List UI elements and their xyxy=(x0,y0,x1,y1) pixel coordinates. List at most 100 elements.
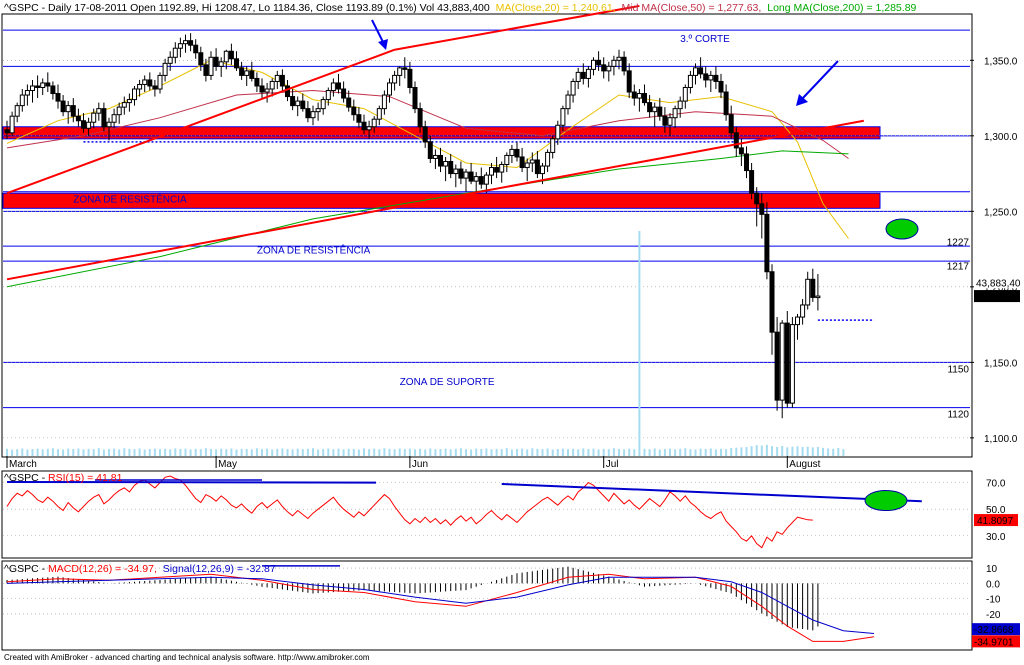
resistance-zone-band xyxy=(2,126,881,140)
zone-annotation: ZONA DE RESISTÊNCIA xyxy=(257,244,371,257)
candle-body xyxy=(106,121,112,128)
candle-body xyxy=(213,56,219,67)
candle-body xyxy=(35,85,41,88)
candle-body xyxy=(81,120,86,129)
candle-body xyxy=(259,85,265,93)
candle-body xyxy=(45,82,51,87)
candle-body xyxy=(749,170,755,194)
arrow-down-icon xyxy=(371,19,388,50)
candle-body xyxy=(157,74,163,90)
candle-body xyxy=(468,171,474,182)
candle-body xyxy=(703,73,709,81)
candle-body xyxy=(351,106,357,116)
trendline xyxy=(6,119,864,281)
candle-body xyxy=(325,90,331,101)
candle-body xyxy=(728,114,734,134)
candle-body xyxy=(545,151,551,167)
candle-body xyxy=(86,121,92,129)
candle-body xyxy=(774,331,780,401)
candle-body xyxy=(50,85,56,95)
candle-body xyxy=(9,115,15,134)
price-tag-bg xyxy=(974,290,1020,303)
candle-body xyxy=(565,94,571,110)
candle-body xyxy=(417,108,423,128)
candle-body xyxy=(687,74,693,88)
candle-body xyxy=(779,322,785,401)
candle-body xyxy=(208,56,214,76)
candle-body xyxy=(320,99,326,110)
candle-body xyxy=(667,117,673,126)
y-tick-label: 1,350.0 xyxy=(984,56,1018,67)
candle-body xyxy=(591,59,596,70)
x-tick-label: August xyxy=(789,459,820,470)
rsi-y-tick-label: 50.0 xyxy=(986,505,1006,516)
candle-body xyxy=(636,93,642,99)
candle-body xyxy=(162,62,168,76)
candle-body xyxy=(65,105,71,113)
candle-body xyxy=(463,171,469,179)
rsi-y-tick-label: 30.0 xyxy=(986,532,1006,543)
candle-body xyxy=(764,213,770,273)
candle-body xyxy=(295,100,301,107)
resistance-zone-band xyxy=(2,192,881,209)
candle-body xyxy=(412,86,418,110)
candle-body xyxy=(800,304,806,318)
candle-body xyxy=(111,114,117,123)
rsi-trendline xyxy=(6,480,377,484)
ma200-legend: Long MA(Close,200) = 1,285.89 xyxy=(767,2,916,14)
candle-body xyxy=(550,138,556,153)
candle-body xyxy=(448,160,454,175)
candle-body xyxy=(555,124,561,140)
candle-body xyxy=(489,167,494,176)
highlight-ellipse xyxy=(885,218,919,240)
candle-body xyxy=(183,40,188,45)
y-tick-label: 1,250.0 xyxy=(984,207,1018,218)
candle-body xyxy=(55,93,61,102)
x-tick-label: March xyxy=(9,459,37,470)
candle-body xyxy=(167,56,173,64)
candle-body xyxy=(427,141,433,159)
macd-panel: -20 -10 0.0 10 -32.8668-34.9701 ^GSPC - MACD… xyxy=(1,560,1020,651)
candle-body xyxy=(453,168,459,175)
zone-annotation: 3.º CORTE xyxy=(680,34,730,45)
macd-value-tag-bg xyxy=(972,623,1020,636)
candle-body xyxy=(575,71,581,82)
candle-body xyxy=(432,154,438,159)
candle-body xyxy=(91,112,97,123)
candle-body xyxy=(336,82,341,90)
rsi-prefix: ^GSPC - xyxy=(4,472,48,484)
candle-body xyxy=(626,70,632,93)
trendline xyxy=(394,4,640,51)
candle-body xyxy=(126,99,132,104)
candle-body xyxy=(708,74,714,81)
macd-y-tick-label: -10 xyxy=(986,595,1001,606)
candle-body xyxy=(499,164,505,173)
footer-credit: Created with AmiBroker - advanced charti… xyxy=(4,653,370,662)
price-panel: 3.º CORTE ZONA DE RESISTÊNCIA ZONA DE RESI… xyxy=(1,2,1021,470)
candle-body xyxy=(397,67,403,76)
macd-series-line xyxy=(6,573,875,642)
rsi-y-tick-label: 70.0 xyxy=(986,479,1006,490)
candle-body xyxy=(784,322,790,404)
y-tick-label: 1,150.0 xyxy=(984,358,1018,369)
candle-body xyxy=(718,80,724,93)
candle-body xyxy=(611,59,617,67)
candle-body xyxy=(203,64,209,76)
candle-body xyxy=(198,52,204,66)
candle-body xyxy=(769,271,775,333)
arrow-down-left-icon xyxy=(796,60,839,106)
level-label: 1120 xyxy=(947,410,969,421)
candle-body xyxy=(254,77,260,87)
level-label: 1227 xyxy=(947,238,970,249)
candle-body xyxy=(264,88,270,93)
candle-body xyxy=(540,165,545,175)
candle-body xyxy=(534,159,540,175)
level-label: 1150 xyxy=(947,364,969,375)
candle-body xyxy=(96,108,102,114)
candle-body xyxy=(249,70,255,79)
candle-body xyxy=(529,159,535,164)
candle-body xyxy=(116,106,122,116)
candle-body xyxy=(713,74,719,82)
candle-body xyxy=(60,100,66,113)
